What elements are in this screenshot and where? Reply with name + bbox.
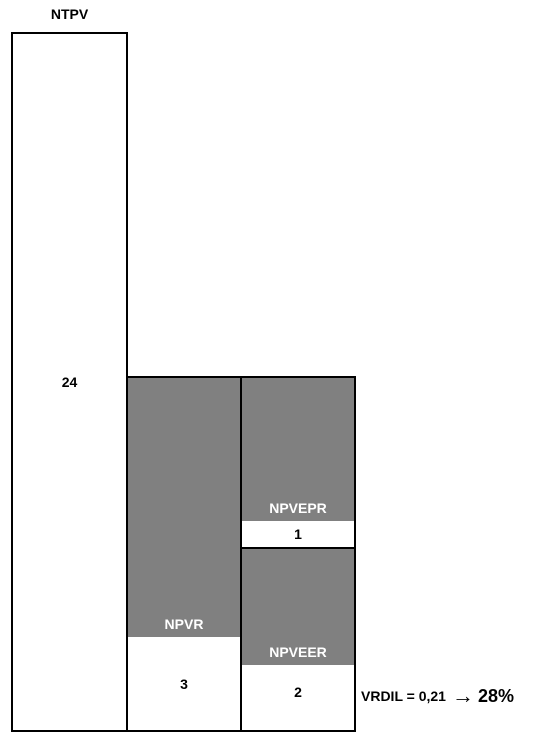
vrdil-percent: 28% [477,685,514,706]
ntpv-title: NTPV [50,6,89,22]
npvepr-fill [242,378,354,521]
npveer-label: NPVEER [269,644,327,660]
npvepr-value: 1 [294,526,302,542]
right-arrow-icon: → [451,683,474,708]
ntpv-box [11,32,128,732]
ntpv-value: 24 [61,374,78,390]
npvr-value: 3 [180,676,188,692]
npve-divider [242,547,354,549]
npvr-label: NPVR [164,616,204,632]
npvr-fill [128,378,240,637]
npveer-value: 2 [294,684,302,700]
vrdil-ratio: VRDIL = 0,21 → 28% [361,683,514,709]
npveer-fill [242,549,354,665]
vrdil-label: VRDIL = 0,21 [361,688,446,704]
npvepr-label: NPVEPR [269,500,327,516]
